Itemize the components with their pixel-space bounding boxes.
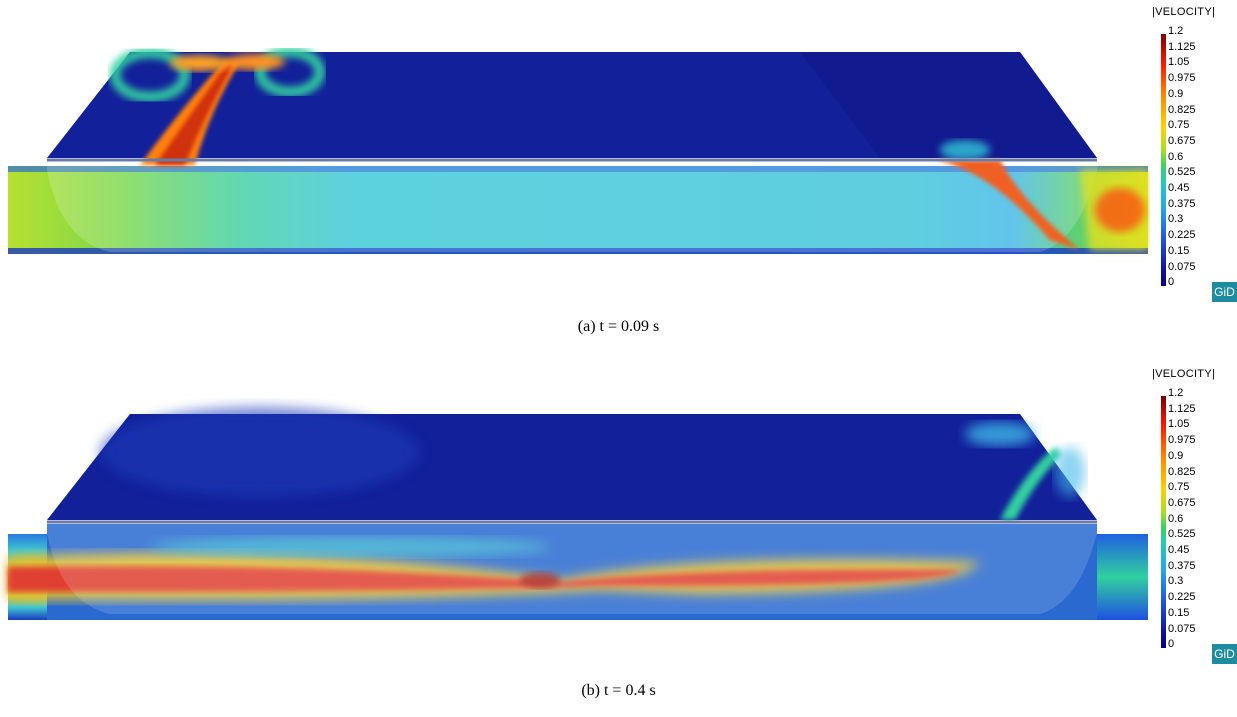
legend-tick: 1.05 xyxy=(1168,56,1190,69)
legend-tick: 0.225 xyxy=(1168,591,1196,604)
color-scale-bar xyxy=(1161,34,1166,286)
legend-tick: 0 xyxy=(1168,638,1175,651)
legend-tick: 0.75 xyxy=(1168,481,1190,494)
legend-tick: 0.375 xyxy=(1168,559,1196,572)
legend-tick: 0.075 xyxy=(1168,622,1196,635)
legend-tick: 0.9 xyxy=(1168,87,1184,100)
legend-tick: 0.45 xyxy=(1168,182,1190,194)
gid-logo: GiD xyxy=(1212,282,1237,302)
legend-tick: 0 xyxy=(1168,276,1175,289)
legend-ticks: 1.2 1.125 1.05 0.975 0.9 0.825 0.75 0.67… xyxy=(1168,26,1228,296)
legend-tick: 0.975 xyxy=(1168,72,1196,85)
legend-title: |VELOCITY| xyxy=(1152,6,1216,18)
legend-tick: 0.75 xyxy=(1168,119,1190,132)
legend-tick: 0.525 xyxy=(1168,166,1196,179)
color-legend-a: |VELOCITY| 1.2 1.125 1.05 0.975 0.9 0.82… xyxy=(1152,6,1237,306)
legend-tick: 1.125 xyxy=(1168,40,1196,53)
panel-a: |VELOCITY| 1.2 1.125 1.05 0.975 0.9 0.82… xyxy=(0,0,1237,355)
legend-tick: 0.675 xyxy=(1168,496,1196,509)
legend-tick: 0.6 xyxy=(1168,512,1184,525)
legend-tick: 0.975 xyxy=(1168,434,1196,447)
legend-tick: 0.3 xyxy=(1168,213,1184,226)
legend-tick: 0.825 xyxy=(1168,465,1196,478)
legend-tick: 0.6 xyxy=(1168,150,1184,163)
panel-b: |VELOCITY| 1.2 1.125 1.05 0.975 0.9 0.82… xyxy=(0,362,1237,717)
legend-tick: 0.15 xyxy=(1168,606,1190,619)
legend-tick: 1.05 xyxy=(1168,418,1190,431)
legend-tick: 0.9 xyxy=(1168,449,1184,462)
gid-logo: GiD xyxy=(1212,644,1237,664)
legend-tick: 0.675 xyxy=(1168,134,1196,147)
legend-tick: 1.2 xyxy=(1168,25,1184,37)
velocity-field-image-b xyxy=(8,407,1148,620)
color-scale-bar xyxy=(1161,396,1166,648)
legend-tick: 0.3 xyxy=(1168,575,1184,588)
legend-title: |VELOCITY| xyxy=(1152,368,1216,380)
legend-tick: 1.125 xyxy=(1168,402,1196,415)
legend-tick: 0.525 xyxy=(1168,528,1196,541)
velocity-field-image-a xyxy=(8,47,1148,254)
legend-tick: 1.2 xyxy=(1168,387,1184,399)
legend-tick: 0.075 xyxy=(1168,260,1196,273)
legend-ticks: 1.2 1.125 1.05 0.975 0.9 0.825 0.75 0.67… xyxy=(1168,388,1228,658)
legend-tick: 0.15 xyxy=(1168,244,1190,257)
color-legend-b: |VELOCITY| 1.2 1.125 1.05 0.975 0.9 0.82… xyxy=(1152,368,1237,668)
caption-b: (b) t = 0.4 s xyxy=(581,682,656,699)
legend-tick: 0.825 xyxy=(1168,103,1196,116)
caption-a: (a) t = 0.09 s xyxy=(577,318,660,335)
legend-tick: 0.225 xyxy=(1168,229,1196,242)
legend-tick: 0.45 xyxy=(1168,544,1190,556)
legend-tick: 0.375 xyxy=(1168,197,1196,210)
